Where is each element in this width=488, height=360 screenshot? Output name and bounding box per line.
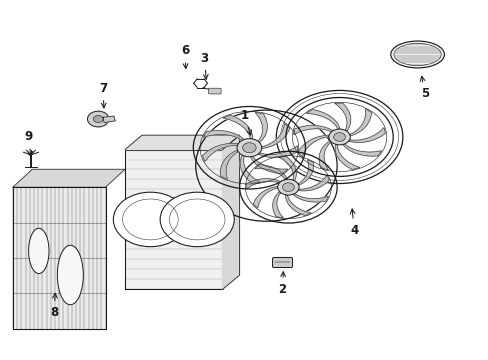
- Text: 2: 2: [278, 272, 286, 296]
- Polygon shape: [334, 103, 350, 131]
- Text: 9: 9: [25, 130, 33, 156]
- Circle shape: [93, 116, 103, 123]
- Ellipse shape: [57, 245, 83, 305]
- Polygon shape: [203, 131, 244, 140]
- Polygon shape: [202, 143, 238, 162]
- Text: 7: 7: [99, 82, 107, 108]
- Polygon shape: [293, 126, 332, 135]
- Polygon shape: [254, 165, 287, 180]
- Polygon shape: [13, 187, 105, 329]
- Polygon shape: [298, 175, 328, 191]
- Polygon shape: [334, 144, 359, 170]
- Circle shape: [242, 143, 256, 153]
- Polygon shape: [222, 135, 239, 289]
- Text: 6: 6: [181, 44, 189, 68]
- Polygon shape: [272, 192, 283, 218]
- Circle shape: [328, 129, 349, 145]
- FancyBboxPatch shape: [208, 88, 221, 94]
- Polygon shape: [349, 109, 371, 136]
- Text: 3: 3: [200, 51, 208, 79]
- Ellipse shape: [390, 41, 444, 68]
- Circle shape: [282, 183, 294, 192]
- Polygon shape: [253, 186, 277, 208]
- Polygon shape: [13, 169, 125, 187]
- Polygon shape: [125, 149, 222, 289]
- Polygon shape: [278, 156, 296, 181]
- Polygon shape: [285, 195, 310, 216]
- Text: 4: 4: [349, 209, 358, 237]
- Text: 1: 1: [240, 109, 251, 135]
- Polygon shape: [240, 155, 260, 183]
- Circle shape: [160, 192, 234, 247]
- Polygon shape: [342, 144, 381, 156]
- Polygon shape: [223, 115, 252, 139]
- Polygon shape: [292, 194, 328, 202]
- Polygon shape: [250, 157, 287, 174]
- Polygon shape: [258, 146, 297, 158]
- Polygon shape: [125, 135, 239, 149]
- Polygon shape: [318, 141, 330, 170]
- Text: 5: 5: [419, 76, 428, 100]
- Circle shape: [277, 179, 299, 195]
- Circle shape: [87, 111, 109, 127]
- Polygon shape: [103, 116, 115, 123]
- Polygon shape: [255, 113, 267, 143]
- Polygon shape: [298, 135, 328, 157]
- Ellipse shape: [29, 228, 49, 274]
- Circle shape: [237, 139, 261, 157]
- Polygon shape: [306, 109, 339, 129]
- Circle shape: [333, 132, 345, 141]
- FancyBboxPatch shape: [272, 257, 292, 267]
- Circle shape: [113, 192, 187, 247]
- Polygon shape: [220, 150, 238, 179]
- Polygon shape: [348, 127, 385, 143]
- Polygon shape: [246, 179, 280, 189]
- Polygon shape: [261, 123, 289, 149]
- Polygon shape: [298, 160, 313, 185]
- Text: 8: 8: [50, 293, 59, 319]
